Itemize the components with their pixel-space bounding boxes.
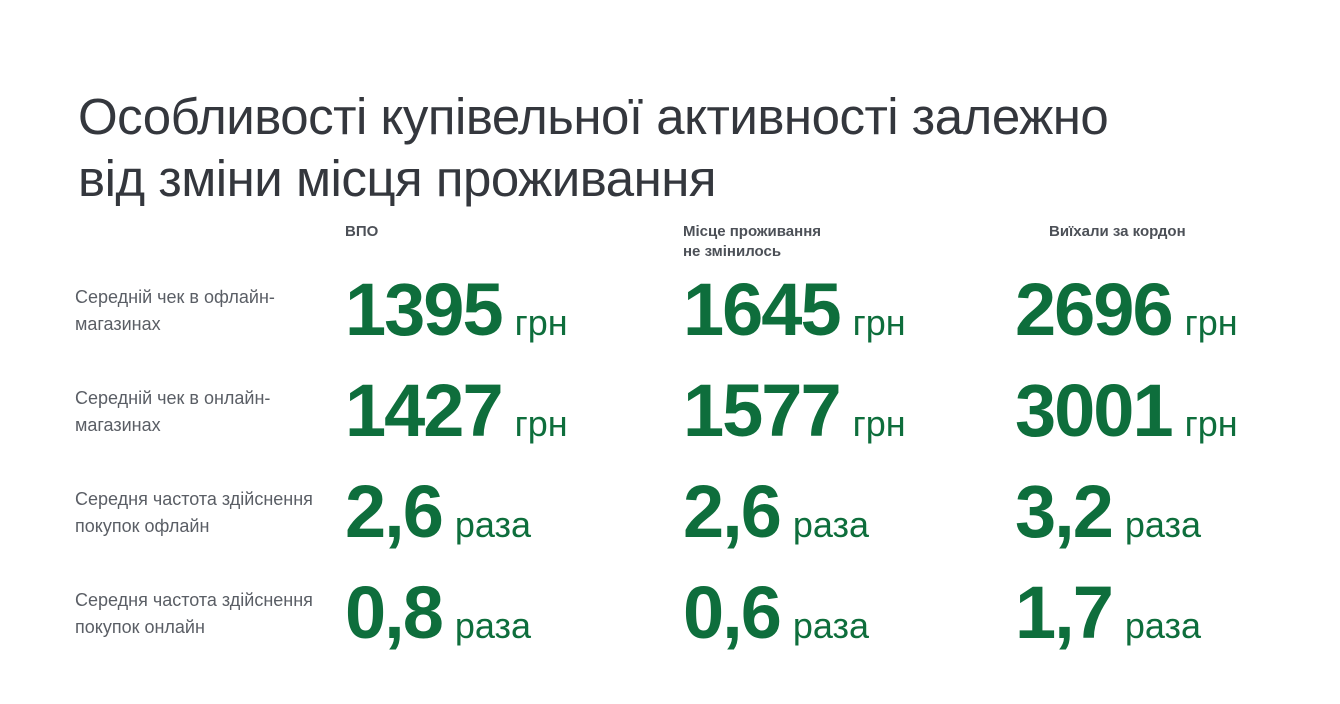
value-unit: раза (454, 504, 532, 545)
value-offline-check-abroad: 2696 грн (1015, 270, 1315, 381)
value-offline-frequency-vpo: 2,6 раза (345, 472, 683, 583)
value-unit: грн (514, 302, 568, 343)
page-title-line1: Особливості купівельної активності залеж… (78, 88, 1109, 146)
column-header-vpo: ВПО (345, 223, 379, 240)
row-label-avg-online-check: Середній чек в онлайн- магазинах (75, 388, 271, 435)
value-number: 2,6 (683, 470, 782, 553)
value-number: 2,6 (345, 470, 444, 553)
value-unit: раза (792, 605, 870, 646)
value-online-frequency-unchanged: 0,6 раза (683, 573, 1015, 684)
value-unit: раза (792, 504, 870, 545)
value-number: 1577 (683, 369, 842, 452)
value-number: 1427 (345, 369, 504, 452)
stats-table: ВПО Місце проживання не змінилось Виїхал… (75, 222, 1315, 684)
value-offline-frequency-abroad: 3,2 раза (1015, 472, 1315, 583)
page-title: Особливості купівельної активності залеж… (78, 86, 1109, 210)
column-header-went-abroad: Виїхали за кордон (1049, 223, 1186, 240)
value-number: 2696 (1015, 268, 1174, 351)
page-title-line2: від зміни місця проживання (78, 150, 717, 208)
value-unit: грн (1184, 403, 1238, 444)
value-online-check-vpo: 1427 грн (345, 371, 683, 482)
value-offline-check-vpo: 1395 грн (345, 270, 683, 381)
value-number: 1645 (683, 268, 842, 351)
value-unit: раза (1124, 605, 1202, 646)
value-number: 1,7 (1015, 571, 1114, 654)
value-offline-check-unchanged: 1645 грн (683, 270, 1015, 381)
value-number: 1395 (345, 268, 504, 351)
header-spacer (75, 222, 345, 280)
value-number: 3001 (1015, 369, 1174, 452)
value-number: 0,8 (345, 571, 444, 654)
value-unit: грн (1184, 302, 1238, 343)
value-unit: грн (852, 403, 906, 444)
value-offline-frequency-unchanged: 2,6 раза (683, 472, 1015, 583)
row-label-offline-frequency: Середня частота здійснення покупок офлай… (75, 489, 313, 536)
value-unit: раза (1124, 504, 1202, 545)
value-number: 3,2 (1015, 470, 1114, 553)
value-unit: грн (852, 302, 906, 343)
value-online-frequency-abroad: 1,7 раза (1015, 573, 1315, 684)
value-number: 0,6 (683, 571, 782, 654)
value-unit: грн (514, 403, 568, 444)
row-label-avg-offline-check: Середній чек в офлайн- магазинах (75, 287, 275, 334)
value-unit: раза (454, 605, 532, 646)
value-online-frequency-vpo: 0,8 раза (345, 573, 683, 684)
value-online-check-unchanged: 1577 грн (683, 371, 1015, 482)
value-online-check-abroad: 3001 грн (1015, 371, 1315, 482)
column-header-residence-unchanged: Місце проживання не змінилось (683, 223, 822, 260)
row-label-online-frequency: Середня частота здійснення покупок онлай… (75, 590, 313, 637)
